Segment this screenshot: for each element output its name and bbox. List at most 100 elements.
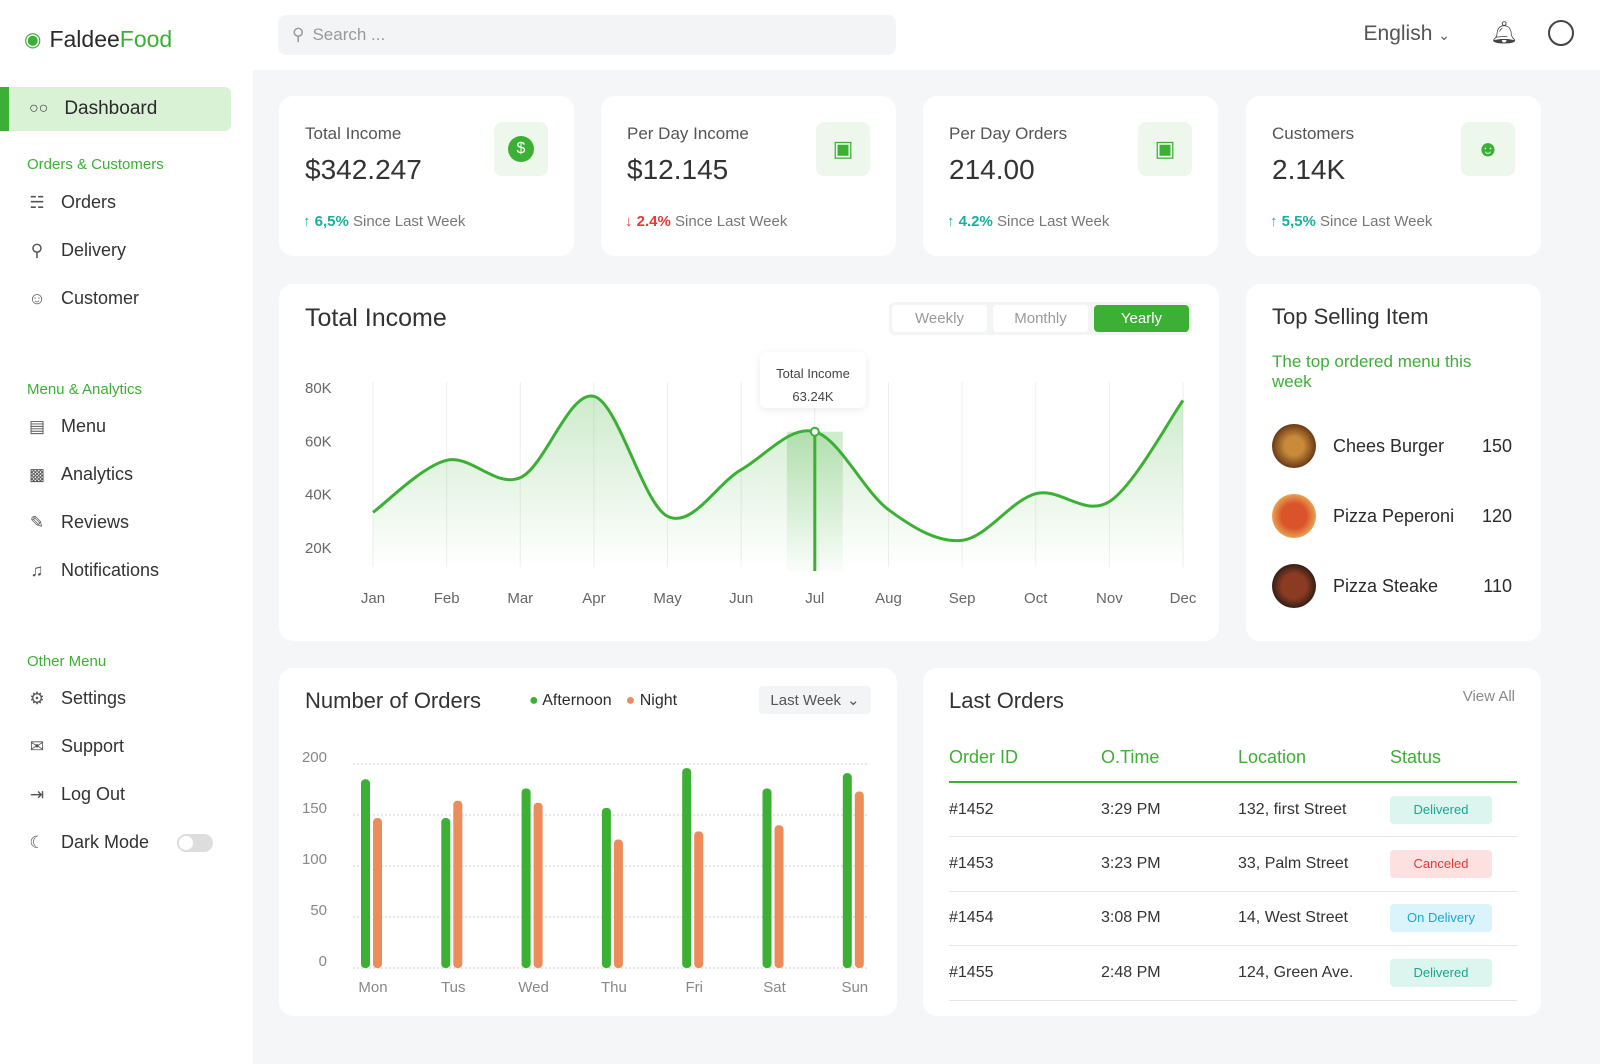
x-tick-label: Sun: [841, 979, 868, 996]
period-dropdown[interactable]: Last Week ⌄: [759, 686, 871, 714]
tab-yearly[interactable]: Yearly: [1094, 305, 1189, 332]
user-avatar-icon[interactable]: [1548, 20, 1574, 46]
stat-change: ↑ 5,5% Since Last Week: [1270, 213, 1432, 230]
tooltip-label: Total Income: [776, 366, 850, 381]
sidebar-item-orders[interactable]: ☵ Orders: [27, 192, 116, 213]
x-tick-label: Feb: [434, 590, 460, 607]
item-name: Pizza Peperoni: [1333, 505, 1455, 526]
brand-name: Faldee: [49, 26, 120, 52]
x-tick-label: Apr: [582, 590, 605, 607]
bar-night: [854, 791, 864, 968]
change-value: 5,5%: [1281, 213, 1316, 230]
notification-bell-icon[interactable]: 🔔︎: [1490, 20, 1518, 45]
legend-afternoon: ● Afternoon: [529, 692, 612, 709]
sidebar-item-notifications[interactable]: ♫ Notifications: [27, 560, 159, 581]
table-row[interactable]: #1452 3:29 PM 132, first Street Delivere…: [949, 782, 1517, 837]
x-tick-label: Tus: [441, 979, 465, 996]
bar-afternoon: [601, 807, 611, 968]
sidebar-item-analytics[interactable]: ▩ Analytics: [27, 464, 133, 485]
orders-chart-card: Number of Orders ● Afternoon ● Night Las…: [279, 668, 897, 1016]
chevron-down-icon: ⌄: [847, 692, 860, 709]
pizza-image: [1272, 494, 1316, 538]
income-line-chart: 80K 60K 40K 20K Jan Feb Mar Apr May Jun Jul Aug Sep O…: [305, 380, 1197, 607]
x-tick-label: Oct: [1024, 590, 1048, 607]
order-time: 3:08 PM: [1101, 909, 1161, 927]
list-item[interactable]: Pizza Peperoni 120: [1272, 494, 1512, 538]
sidebar-item-settings[interactable]: ⚙ Settings: [27, 688, 126, 709]
orders-table: Order ID O.Time Location Status #1452 3:29 …: [949, 734, 1517, 1001]
tab-weekly[interactable]: Weekly: [892, 305, 987, 332]
legend-night: ● Night: [625, 692, 678, 709]
tooltip-value: 63.24K: [792, 389, 834, 404]
stat-value: $342.247: [305, 154, 422, 185]
top-selling-card: Top Selling Item The top ordered menu th…: [1246, 284, 1541, 641]
arrow-down-icon: ↓: [625, 213, 633, 230]
language-select[interactable]: English ⌄: [1364, 22, 1450, 46]
bar-afternoon: [361, 779, 370, 968]
sidebar-item-customer[interactable]: ☺ Customer: [27, 288, 139, 309]
card-icon: ▣: [816, 122, 870, 176]
analytics-icon: ▩: [28, 464, 46, 484]
list-item[interactable]: Pizza Steake 110: [1272, 564, 1512, 608]
sidebar-item-label: Support: [61, 736, 125, 756]
sidebar-item-label: Dark Mode: [61, 832, 150, 852]
x-tick-label: Jul: [805, 590, 824, 607]
y-tick-label: 0: [319, 953, 327, 970]
x-tick-label: Sep: [949, 590, 976, 607]
table-row[interactable]: #1454 3:08 PM 14, West Street On Deliver…: [949, 891, 1517, 946]
card-title: Number of Orders: [305, 688, 482, 713]
bar-night: [694, 831, 704, 968]
sidebar-item-label: Reviews: [61, 512, 130, 532]
menu-icon: ▤: [28, 416, 46, 436]
section-title: Other Menu: [27, 653, 107, 670]
last-orders-card: Last Orders View All Order ID O.Time Locat…: [923, 668, 1541, 1016]
sidebar-item-delivery[interactable]: ⚲ Delivery: [27, 240, 126, 261]
x-tick-label: Nov: [1096, 590, 1123, 607]
stat-card: Per Day Income $12.145 ▣ ↓ 2.4% Since La…: [601, 96, 896, 256]
dropdown-value: Last Week: [770, 691, 841, 709]
users-icon: ☻: [1461, 122, 1515, 176]
x-tick-label: Wed: [518, 979, 549, 996]
item-qty: 120: [1481, 505, 1512, 526]
order-location: 14, West Street: [1238, 909, 1348, 927]
sidebar-item-label: Dashboard: [64, 98, 158, 119]
pizza-image: [1272, 564, 1316, 608]
logout-icon: ⇥: [29, 784, 45, 804]
sidebar-item-dashboard[interactable]: ○○ Dashboard: [0, 87, 231, 131]
sidebar-item-menu[interactable]: ▤ Menu: [27, 416, 106, 437]
y-tick-label: 20K: [305, 540, 332, 557]
tab-monthly[interactable]: Monthly: [993, 305, 1088, 332]
bar-night: [373, 818, 382, 968]
list-item[interactable]: Chees Burger 150: [1272, 424, 1512, 468]
stat-change: ↓ 2.4% Since Last Week: [625, 213, 787, 230]
y-tick-label: 150: [302, 800, 327, 817]
sidebar-item-dark-mode: ☾ Dark Mode: [27, 832, 214, 853]
bar-afternoon: [842, 773, 852, 968]
sidebar: ◉ FaldeeFood ○○ Dashboard Orders & Custo…: [0, 0, 253, 1064]
change-suffix: Since Last Week: [675, 213, 788, 230]
stat-card: Total Income $342.247 $ ↑ 6,5% Since Las…: [279, 96, 574, 256]
grid-icon: ○○: [29, 100, 49, 117]
change-value: 6,5%: [314, 213, 349, 230]
view-all-link[interactable]: View All: [1462, 688, 1515, 705]
search-input[interactable]: ⚲ Search ...: [278, 15, 896, 55]
item-name: Pizza Steake: [1333, 575, 1439, 596]
column-header: Location: [1238, 734, 1390, 783]
sidebar-item-label: Orders: [61, 192, 117, 212]
brand-logo[interactable]: ◉ FaldeeFood: [24, 26, 172, 53]
sidebar-item-reviews[interactable]: ✎ Reviews: [27, 512, 129, 533]
item-qty: 110: [1483, 575, 1512, 596]
x-tick-label: Fri: [685, 979, 703, 996]
dark-mode-toggle[interactable]: [177, 833, 214, 852]
legend-label: Afternoon: [542, 692, 612, 709]
section-title: Menu & Analytics: [27, 381, 143, 398]
sidebar-item-support[interactable]: ✉ Support: [27, 736, 124, 757]
table-row[interactable]: #1455 2:48 PM 124, Green Ave. Delivered: [949, 946, 1517, 1000]
stat-label: Customers: [1272, 124, 1355, 143]
sidebar-item-label: Analytics: [61, 464, 134, 484]
table-row[interactable]: #1453 3:23 PM 33, Palm Street Canceled: [949, 837, 1517, 891]
bar-afternoon: [682, 768, 692, 968]
y-tick-label: 50: [310, 902, 327, 919]
sidebar-item-logout[interactable]: ⇥ Log Out: [27, 784, 125, 805]
status-badge: Delivered: [1390, 958, 1492, 987]
